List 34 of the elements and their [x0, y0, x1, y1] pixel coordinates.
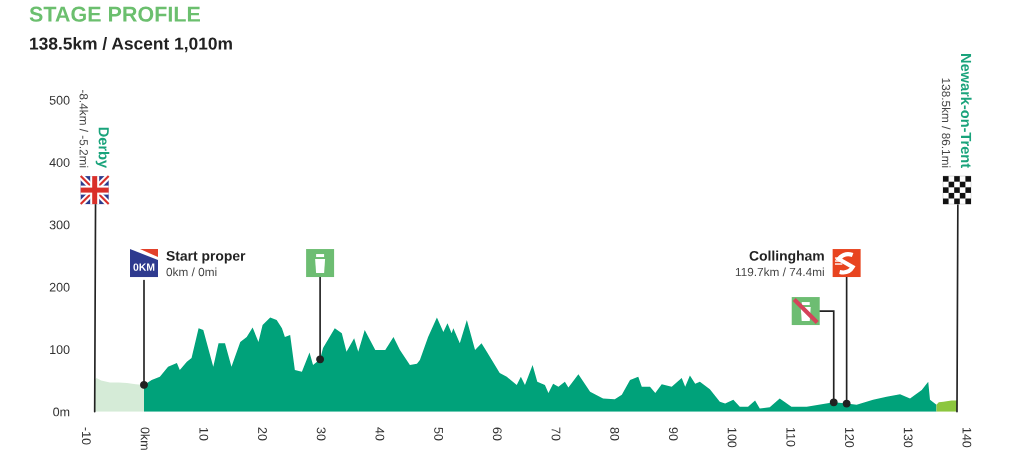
- x-tick-label: 70: [551, 427, 561, 441]
- annotation: 0KM: [133, 263, 155, 271]
- annotation: 0km / 0mi: [166, 267, 217, 277]
- x-tick-label: -10: [81, 427, 91, 445]
- y-tick-label: 0m: [53, 407, 70, 417]
- x-tick-label: 130: [903, 427, 913, 448]
- annotation: Collingham: [749, 250, 824, 264]
- x-tick-label: 40: [375, 427, 385, 441]
- x-tick-label: 80: [610, 427, 620, 441]
- chart-title: STAGE PROFILE: [29, 6, 200, 22]
- annotation: 138.5km / 86.1mi: [941, 78, 951, 168]
- annotation: Newark-on-Trent: [960, 54, 972, 168]
- x-tick-label: 20: [258, 427, 267, 441]
- chart-subtitle: 138.5km / Ascent 1,010m: [30, 37, 232, 53]
- x-tick-label: 60: [492, 427, 502, 441]
- point: [842, 399, 851, 408]
- y-tick-label: 100: [50, 345, 70, 355]
- annotation: 119.7km / 74.4mi: [735, 267, 824, 277]
- y-tick-label: 400: [49, 158, 70, 167]
- annotation: Start proper: [166, 250, 246, 264]
- y-tick-label: 300: [49, 220, 70, 230]
- x-tick-label: 100: [727, 427, 737, 448]
- x-tick-label: 30: [316, 427, 326, 441]
- y-tick-label: 200: [49, 282, 70, 292]
- x-tick-label: 10: [199, 427, 209, 441]
- x-tick-label: 0km: [140, 427, 150, 450]
- y-tick-label: 500: [49, 95, 70, 105]
- x-tick-label: 120: [845, 427, 854, 448]
- annotation: -8.4km / -5.2mi: [79, 89, 89, 168]
- x-tick-label: 110: [786, 427, 796, 447]
- annotation: Derby: [95, 127, 110, 169]
- x-tick-label: 140: [962, 427, 972, 448]
- x-tick-label: 50: [434, 427, 443, 441]
- x-tick-label: 90: [668, 427, 678, 441]
